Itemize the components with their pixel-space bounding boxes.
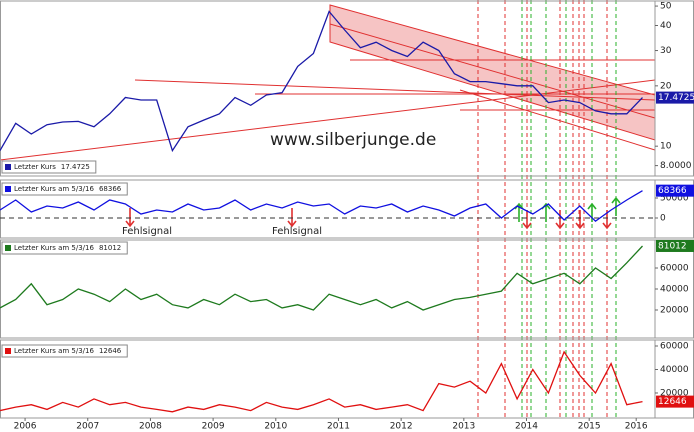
- legend: Letzter Kurs 17.4725: [1, 160, 97, 174]
- x-tick-label: 2011: [327, 422, 350, 432]
- trend-channel: [329, 4, 656, 141]
- series-line: [0, 245, 643, 311]
- x-tick-label: 2007: [76, 422, 99, 432]
- last-value-label: 12646: [658, 397, 687, 407]
- series-line: [0, 350, 643, 413]
- legend-swatch: [5, 245, 11, 251]
- legend-value: 12646: [99, 347, 122, 355]
- last-value-box: [656, 91, 694, 104]
- y-tick-label: 40000: [660, 365, 689, 375]
- series-line: [0, 190, 643, 223]
- last-value-box: [656, 184, 694, 197]
- x-tick-label: 2013: [452, 422, 475, 432]
- sell-arrow: [555, 210, 565, 230]
- decor: [0, 0, 656, 418]
- legend-label: Letzter Kurs: [14, 163, 56, 171]
- sell-arrow: [125, 208, 135, 228]
- y-tick-label: 0: [660, 214, 666, 224]
- y-tick-label: 40000: [660, 285, 689, 295]
- legend-box: [1, 241, 128, 255]
- x-tick-label: 2009: [202, 422, 225, 432]
- y-tick-label: 30: [660, 46, 672, 56]
- trend-line: [134, 79, 656, 101]
- legend-label: Letzter Kurs am 5/3/16: [14, 185, 94, 193]
- legend-value: 68366: [99, 185, 122, 193]
- annotation: Fehlsignal: [272, 226, 322, 237]
- trend-line: [329, 23, 656, 119]
- annotation: www.silberjunge.de: [270, 130, 436, 150]
- legend-label: Letzter Kurs am 5/3/16: [14, 347, 94, 355]
- trend-line: [459, 89, 656, 151]
- y-tick-label: 20: [660, 81, 672, 91]
- y-tick-label: 20000: [660, 305, 689, 315]
- y-tick-label: 50000: [660, 194, 689, 204]
- last-value-label: 81012: [658, 241, 687, 251]
- last-value-box: [656, 239, 694, 252]
- x-tick-label: 2006: [14, 422, 37, 432]
- last-value-label: 68366: [658, 186, 687, 196]
- legend-label: Letzter Kurs am 5/3/16: [14, 244, 94, 252]
- legend: Letzter Kurs am 5/3/16 12646: [1, 344, 128, 358]
- y-tick-label: 60000: [660, 341, 689, 351]
- legend: Letzter Kurs am 5/3/16 68366: [1, 182, 128, 196]
- x-tick-label: 2008: [139, 422, 162, 432]
- legend-box: [1, 344, 128, 358]
- panel-frame: [0, 239, 694, 339]
- legend: Letzter Kurs am 5/3/16 81012: [1, 241, 128, 255]
- buy-arrow: [587, 202, 597, 222]
- legend-swatch: [5, 186, 11, 192]
- y-tick-label: 20000: [660, 388, 689, 398]
- legend-value: 17.4725: [61, 163, 90, 171]
- x-tick-label: 2016: [625, 422, 648, 432]
- x-tick-label: 2015: [578, 422, 601, 432]
- x-tick-label: 2014: [515, 422, 538, 432]
- x-tick-label: 2012: [390, 422, 413, 432]
- y-tick-label: 60000: [660, 264, 689, 274]
- x-tick-label: 2010: [264, 422, 287, 432]
- series-line: [0, 10, 643, 153]
- legend-swatch: [5, 348, 11, 354]
- y-tick-label: 50: [660, 2, 672, 12]
- legend-box: [1, 160, 97, 174]
- legend-value: 81012: [99, 244, 121, 252]
- y-tick-label: 40: [660, 21, 672, 31]
- y-tick-label: 8.0000: [660, 161, 692, 171]
- y-tick-label: 10: [660, 142, 672, 152]
- sell-arrow: [522, 210, 532, 230]
- sell-arrow: [575, 210, 585, 230]
- sell-arrow: [287, 208, 297, 228]
- last-value-box: [656, 395, 694, 408]
- last-value-label: 17.4725: [658, 93, 694, 103]
- legend-swatch: [5, 164, 11, 170]
- legend-box: [1, 182, 128, 196]
- annotation: Fehlsignal: [122, 226, 172, 237]
